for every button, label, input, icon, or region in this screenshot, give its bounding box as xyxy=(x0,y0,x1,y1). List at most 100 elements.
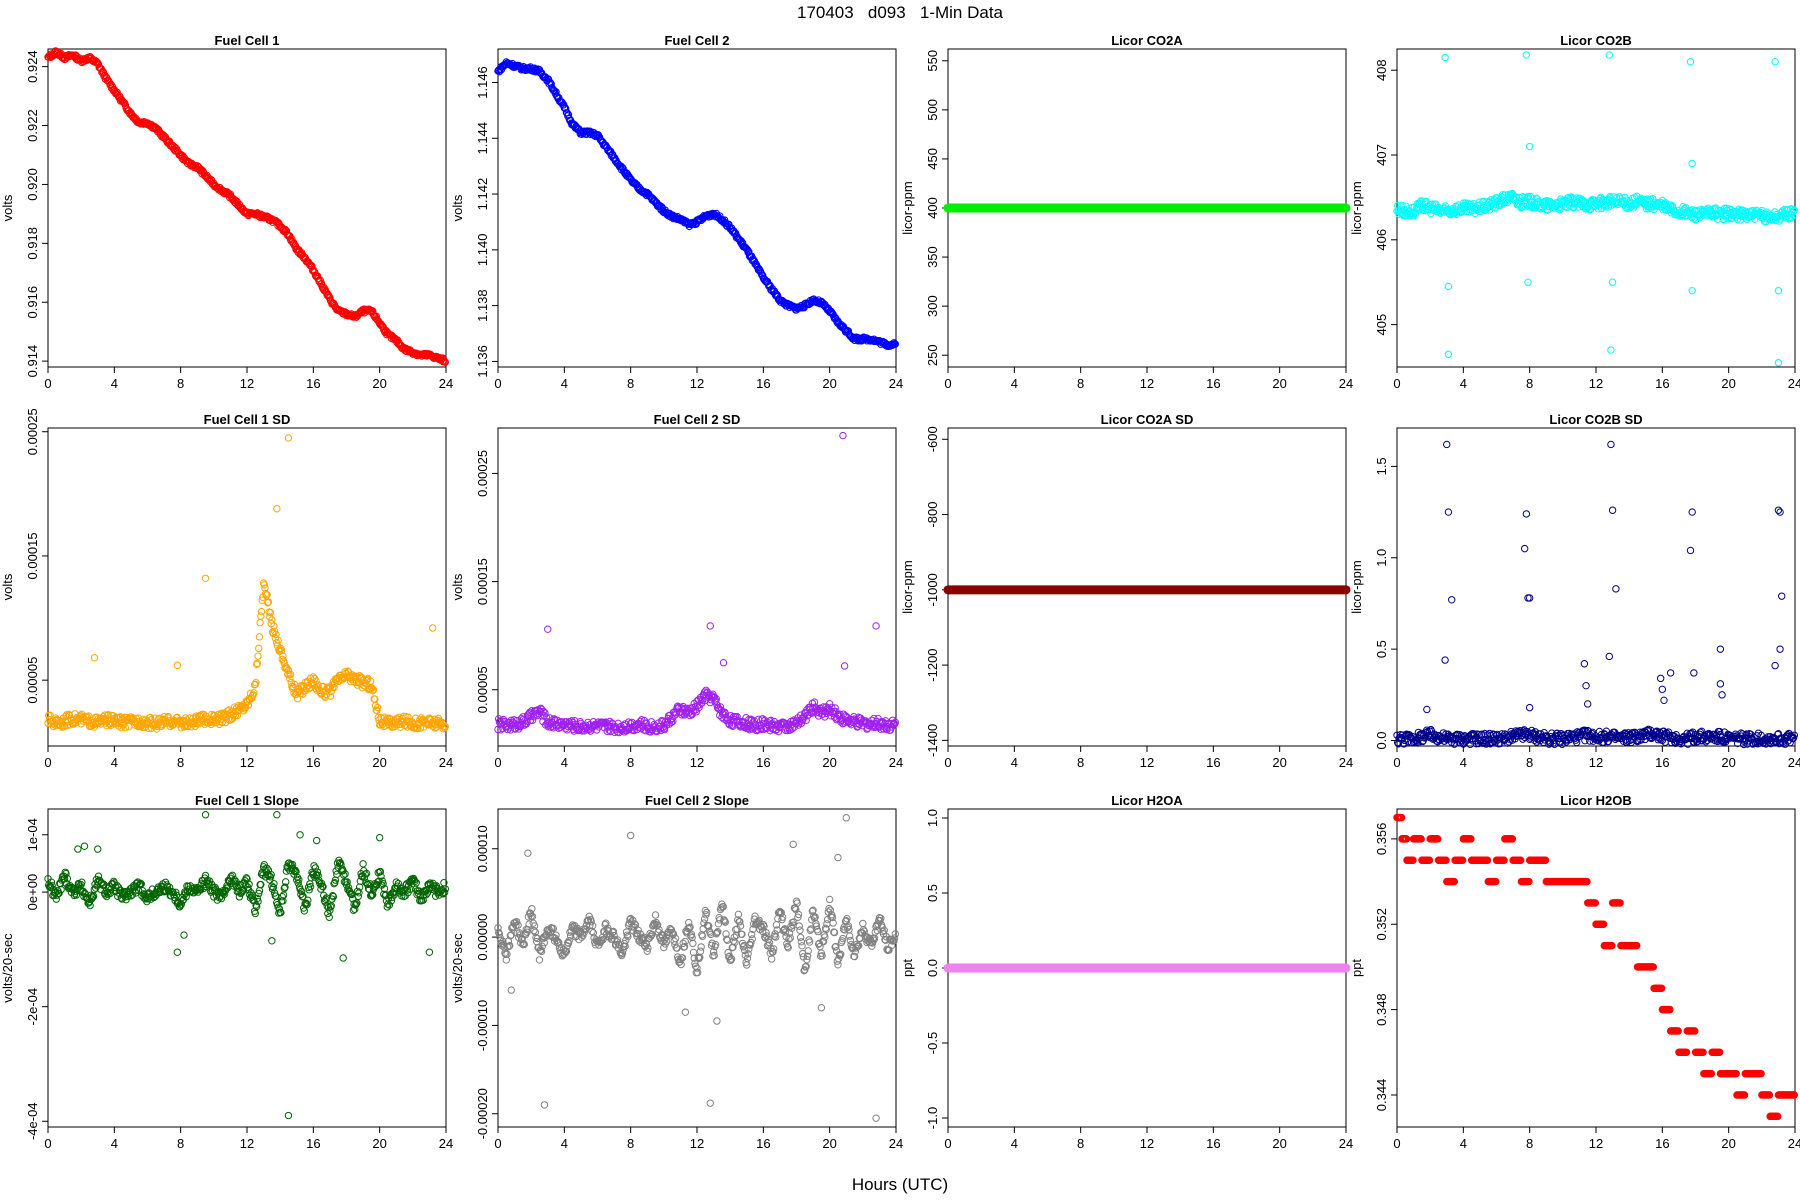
data-point xyxy=(81,890,90,898)
x-tick-label: 0 xyxy=(944,376,951,391)
data-point xyxy=(689,948,698,957)
data-point xyxy=(1572,738,1581,747)
data-point xyxy=(137,880,145,888)
data-point xyxy=(89,893,97,901)
data-point xyxy=(246,891,254,899)
data-point xyxy=(808,709,816,717)
data-points xyxy=(44,47,450,366)
data-point xyxy=(227,715,235,724)
data-point xyxy=(828,913,837,922)
data-point xyxy=(681,937,689,946)
x-tick-label: 16 xyxy=(1655,755,1669,770)
data-point xyxy=(530,926,538,935)
x-tick-label: 16 xyxy=(306,1136,320,1151)
data-point xyxy=(693,964,701,972)
data-point xyxy=(520,940,528,949)
data-point xyxy=(351,901,360,909)
data-point xyxy=(201,811,210,819)
data-point xyxy=(277,908,285,917)
data-point xyxy=(854,941,863,950)
data-point xyxy=(758,271,767,280)
data-point xyxy=(821,933,829,941)
data-point xyxy=(367,683,376,692)
data-point xyxy=(261,584,269,592)
data-point xyxy=(1704,211,1713,219)
data-point xyxy=(302,899,311,908)
data-point xyxy=(356,877,365,885)
data-point xyxy=(87,891,95,900)
data-point xyxy=(1570,203,1578,212)
data-point xyxy=(260,581,268,589)
data-point xyxy=(291,866,300,875)
y-axis-label: licor-ppm xyxy=(1349,181,1364,234)
data-point xyxy=(798,942,806,950)
data-point xyxy=(387,897,396,905)
data-point xyxy=(1693,737,1702,746)
data-point xyxy=(834,853,842,862)
data-point xyxy=(1716,680,1725,688)
y-tick-label: 1e-04 xyxy=(25,818,40,851)
data-point xyxy=(793,899,801,907)
data-point xyxy=(355,672,364,680)
data-point xyxy=(1599,738,1608,746)
data-point xyxy=(727,955,736,963)
data-point xyxy=(423,889,432,897)
data-point xyxy=(288,235,296,243)
data-point xyxy=(228,871,237,880)
data-point xyxy=(795,922,803,930)
y-tick-label: 400 xyxy=(925,197,940,219)
data-point xyxy=(196,885,204,893)
data-point xyxy=(698,696,707,705)
data-point xyxy=(256,618,264,627)
y-tick-label: 0.00015 xyxy=(25,532,40,579)
x-tick-label: 16 xyxy=(306,376,320,391)
panel-title: Licor CO2A SD xyxy=(1101,412,1194,427)
data-point xyxy=(1790,206,1799,214)
data-point xyxy=(1628,202,1636,210)
data-point xyxy=(277,646,286,655)
data-point xyxy=(859,919,867,928)
x-tick-label: 8 xyxy=(1077,1136,1084,1151)
data-point xyxy=(253,659,262,667)
data-point xyxy=(48,881,56,890)
data-point xyxy=(822,925,830,934)
x-tick-label: 8 xyxy=(627,1136,634,1151)
data-point xyxy=(1512,193,1520,201)
data-point xyxy=(1718,691,1726,699)
x-tick-label: 8 xyxy=(627,755,634,770)
data-point xyxy=(1687,729,1696,737)
data-point xyxy=(316,276,324,284)
data-point xyxy=(738,930,746,938)
data-point xyxy=(769,945,778,953)
data-point xyxy=(1441,656,1449,664)
data-point xyxy=(1444,508,1453,516)
data-point xyxy=(1690,669,1698,677)
y-tick-label: 0.924 xyxy=(25,50,40,83)
data-point xyxy=(747,938,755,947)
data-point xyxy=(622,936,630,944)
data-point xyxy=(85,712,93,720)
data-point xyxy=(121,893,130,901)
y-tick-label: 1.5 xyxy=(1374,457,1389,475)
y-axis-label: licor-ppm xyxy=(900,181,915,234)
data-point xyxy=(1444,350,1453,358)
data-point xyxy=(254,652,262,660)
data-point xyxy=(667,718,676,726)
data-point xyxy=(832,942,840,951)
data-point xyxy=(270,879,278,888)
y-tick-label: 300 xyxy=(925,295,940,317)
data-point xyxy=(671,934,680,943)
data-point xyxy=(112,713,121,721)
data-point xyxy=(584,718,592,727)
data-points xyxy=(44,434,450,733)
data-point xyxy=(1591,199,1600,207)
data-point xyxy=(286,674,294,683)
data-point xyxy=(411,714,420,722)
data-point xyxy=(343,878,351,886)
x-tick-label: 20 xyxy=(822,1136,836,1151)
data-point xyxy=(274,636,282,644)
data-point xyxy=(266,608,275,617)
data-point xyxy=(1751,209,1760,217)
data-point xyxy=(1608,278,1617,286)
